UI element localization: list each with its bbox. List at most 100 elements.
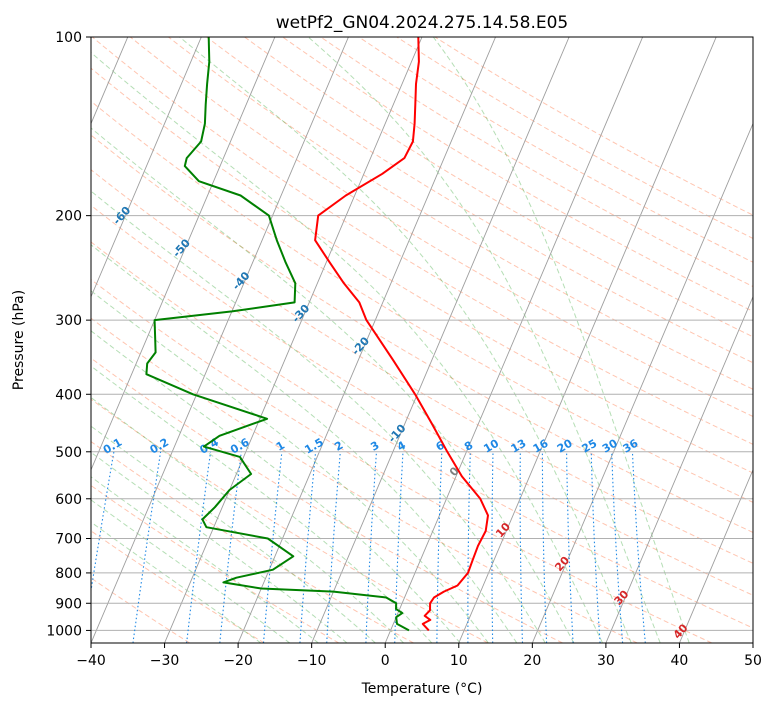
mixing-ratio-label: 13 <box>509 437 529 456</box>
moist-adiabat-line <box>91 521 262 643</box>
x-tick-label: 30 <box>597 653 615 669</box>
mixing-ratio-line <box>611 451 624 643</box>
temperature-profile <box>314 37 489 632</box>
dry-adiabat-line <box>91 278 713 643</box>
mixing-ratio-label: 0.4 <box>197 435 221 456</box>
moist-adiabat-line <box>91 499 291 643</box>
isotherm-line <box>91 37 349 643</box>
mixing-ratio-line <box>326 451 341 643</box>
sounding-profiles <box>145 37 489 632</box>
moist-adiabat-line <box>91 330 461 643</box>
mixing-ratio-line <box>491 451 494 643</box>
mixing-ratio-line <box>631 451 646 643</box>
mixing-ratio-label: 16 <box>531 437 551 456</box>
mixing-ratio-line <box>132 451 162 643</box>
y-tick-label: 700 <box>55 532 82 548</box>
moist-adiabat-line <box>307 37 661 643</box>
x-tick-label: −40 <box>76 653 106 669</box>
isotherm-label: -40 <box>230 269 253 293</box>
moist-adiabat-line <box>91 290 489 643</box>
mixing-ratio-line <box>91 451 115 595</box>
mixing-ratio-lines <box>91 451 646 643</box>
x-axis: −40 −30 −20 −10 0 10 20 30 40 50 <box>76 643 762 669</box>
dry-adiabat-line <box>396 37 753 240</box>
mixing-ratio-label: 30 <box>600 437 620 456</box>
dry-adiabat-line <box>91 37 753 445</box>
isotherm-label: 10 <box>493 520 513 540</box>
isotherm-line <box>679 468 753 643</box>
dry-adiabat-line <box>91 484 340 643</box>
x-tick-label: 40 <box>671 653 689 669</box>
x-tick-label: −30 <box>150 653 180 669</box>
x-tick-label: −10 <box>297 653 327 669</box>
mixing-ratio-label: 20 <box>555 437 575 456</box>
isotherm-line <box>531 122 753 643</box>
isotherm-line <box>311 37 570 643</box>
dry-adiabat-line <box>91 100 753 503</box>
plot-frame <box>90 36 754 644</box>
isotherm-label: -70 <box>51 171 74 195</box>
moist-adiabat-line <box>179 37 632 643</box>
dewpoint-profile <box>145 37 410 632</box>
y-tick-label: 800 <box>55 566 82 582</box>
isotherm-line <box>384 37 644 643</box>
dry-adiabat-line <box>91 357 563 643</box>
y-tick-label: 900 <box>55 596 82 612</box>
mixing-ratio-line <box>219 451 242 643</box>
isotherm-label: -80 <box>0 138 14 162</box>
mixing-ratio-line <box>365 451 378 643</box>
y-axis: 100 200 300 400 500 600 700 800 900 1000 <box>46 30 91 639</box>
moist-adiabat-line <box>91 51 603 643</box>
x-tick-label: 20 <box>523 653 541 669</box>
dry-adiabat-line <box>91 204 753 596</box>
mixing-ratio-line <box>590 451 601 643</box>
x-axis-label: Temperature (°C) <box>361 681 483 697</box>
dry-adiabat-line <box>358 37 753 263</box>
chart-title: wetPf2_GN04.2024.275.14.58.E05 <box>276 13 568 33</box>
y-tick-label: 400 <box>55 387 82 403</box>
moist-adiabat-line <box>432 37 690 643</box>
dry-adiabat-line <box>91 317 638 643</box>
y-tick-label: 100 <box>55 30 82 46</box>
mixing-ratio-label: 0.6 <box>228 435 252 456</box>
y-tick-label: 300 <box>55 313 82 329</box>
x-tick-label: −20 <box>223 653 253 669</box>
x-tick-label: 0 <box>381 653 390 669</box>
dry-adiabat-line <box>206 37 753 364</box>
mixing-ratio-label: 10 <box>481 437 501 456</box>
isotherm-label: -60 <box>110 204 133 228</box>
moist-adiabats <box>91 37 690 643</box>
isotherm-line <box>752 641 753 643</box>
mixing-ratio-line <box>394 451 404 643</box>
moist-adiabat-line <box>91 451 348 643</box>
dry-adiabats <box>91 37 753 643</box>
isotherm-line <box>164 37 423 643</box>
dry-adiabat-line <box>91 530 265 643</box>
moist-adiabat-line <box>91 476 319 643</box>
dry-adiabat-line <box>91 241 753 629</box>
y-tick-label: 1000 <box>46 623 82 639</box>
dry-adiabat-line <box>129 37 753 418</box>
mixing-ratio-line <box>262 451 283 643</box>
moist-adiabat-line <box>91 244 518 643</box>
dry-adiabat-line <box>434 37 753 216</box>
x-tick-label: 50 <box>744 653 762 669</box>
mixing-ratio-line <box>299 451 317 643</box>
dry-adiabat-line <box>91 577 190 643</box>
dry-adiabat-line <box>244 37 753 338</box>
isotherm-label: -30 <box>289 302 312 326</box>
mixing-ratio-line <box>566 451 574 643</box>
mixing-ratio-line <box>436 451 443 643</box>
dry-adiabat-line <box>91 67 753 474</box>
isotherm-line <box>458 37 717 643</box>
moist-adiabat-line <box>91 190 546 643</box>
y-axis-label: Pressure (hPa) <box>11 290 27 390</box>
plot-area: -100-90-80-70-60-50-40-30-20-10010203040… <box>0 37 753 643</box>
y-tick-label: 200 <box>55 209 82 225</box>
isotherm-label: -50 <box>170 236 193 260</box>
isotherm-line <box>605 295 753 643</box>
isotherm-line <box>0 37 54 643</box>
dry-adiabat-line <box>91 440 414 643</box>
